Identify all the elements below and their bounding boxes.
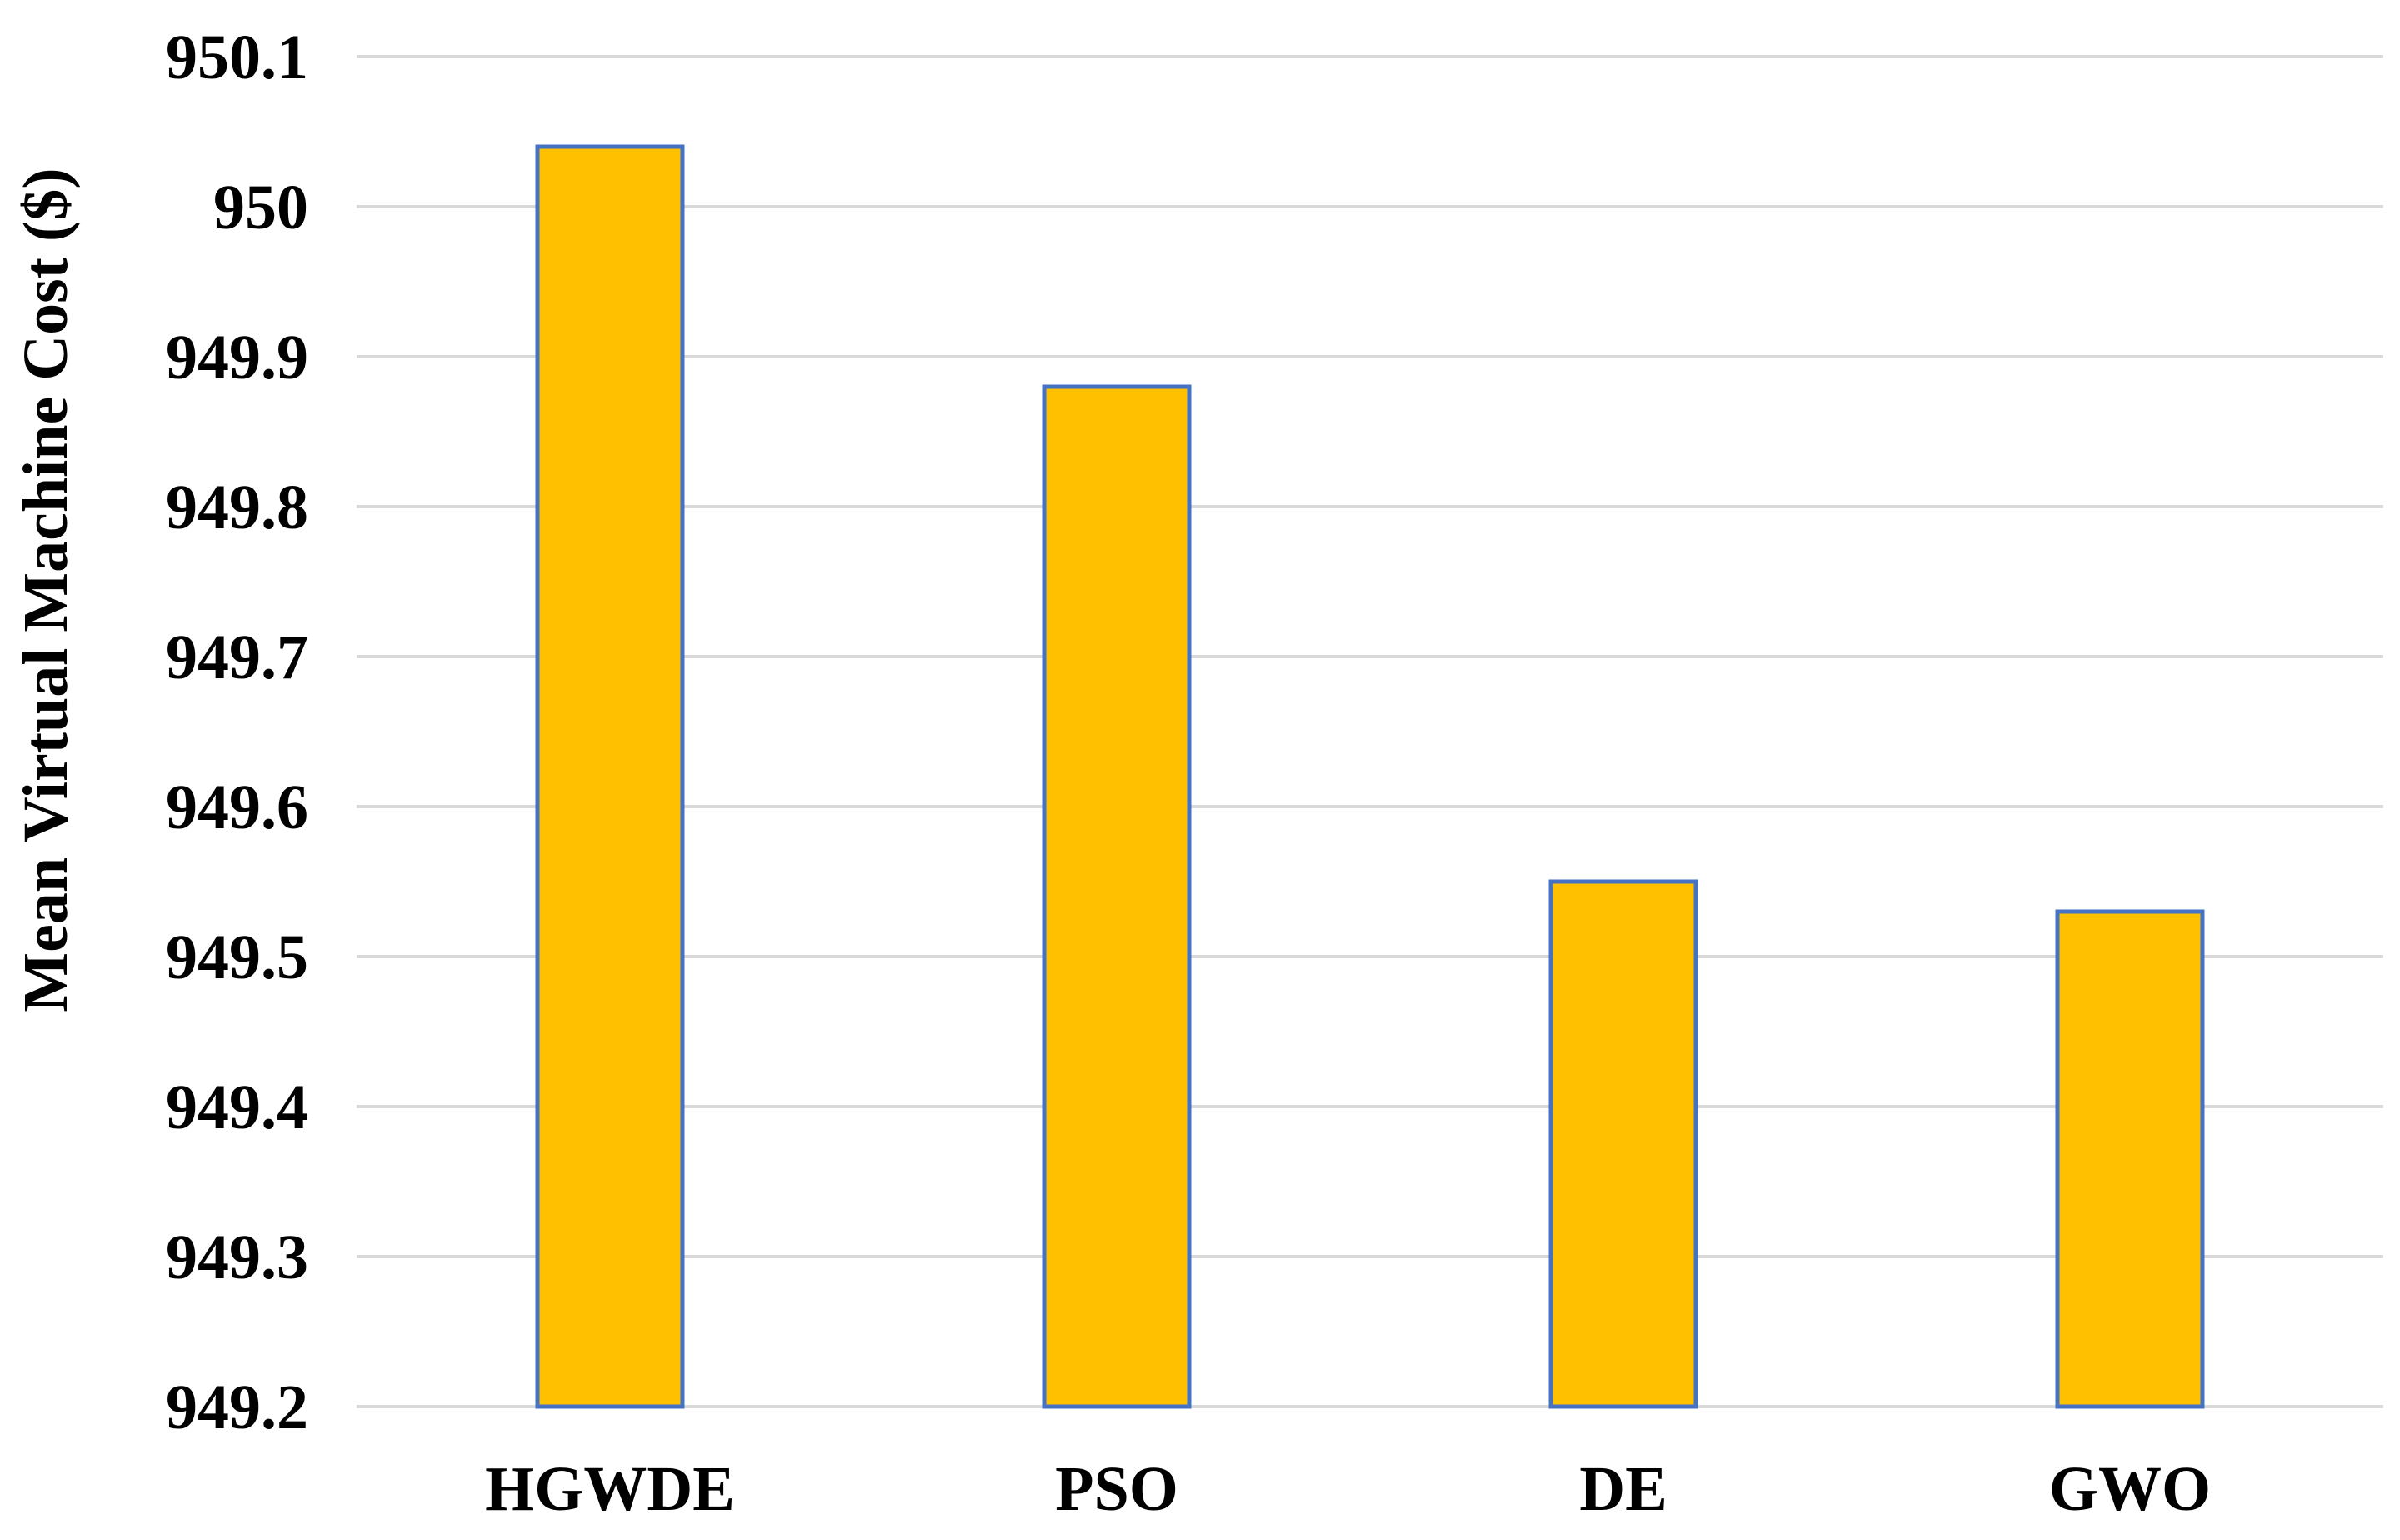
x-tick-label: HGWDE [485, 1454, 735, 1524]
bar-hgwde [535, 144, 685, 1409]
y-tick-label: 949.7 [166, 622, 308, 692]
y-tick-label: 949.8 [166, 472, 308, 542]
x-axis-ticks: HGWDE PSO DE GWO [485, 1454, 2211, 1524]
y-tick-label: 949.4 [166, 1072, 308, 1142]
y-tick-label: 949.9 [166, 322, 308, 392]
y-axis-ticks: 949.2 949.3 949.4 949.5 949.6 949.7 949.8 949.9… [166, 22, 308, 1442]
gridlines [357, 55, 2383, 1408]
bars [535, 144, 2205, 1409]
x-tick-label: GWO [2049, 1454, 2211, 1524]
y-tick-label: 949.3 [166, 1222, 308, 1292]
bar-pso [1042, 384, 1192, 1409]
y-tick-label: 949.6 [166, 772, 308, 842]
y-tick-label: 950.1 [166, 22, 308, 92]
y-tick-label: 949.2 [166, 1372, 308, 1442]
y-tick-label: 949.5 [166, 922, 308, 992]
x-tick-label: PSO [1055, 1454, 1178, 1524]
y-tick-label: 950 [213, 172, 308, 242]
bar-de [1548, 879, 1698, 1409]
y-axis-label: Mean Virtual Machine Cost ($) [11, 168, 81, 1012]
bar-gwo [2055, 909, 2205, 1409]
x-tick-label: DE [1579, 1454, 1668, 1524]
